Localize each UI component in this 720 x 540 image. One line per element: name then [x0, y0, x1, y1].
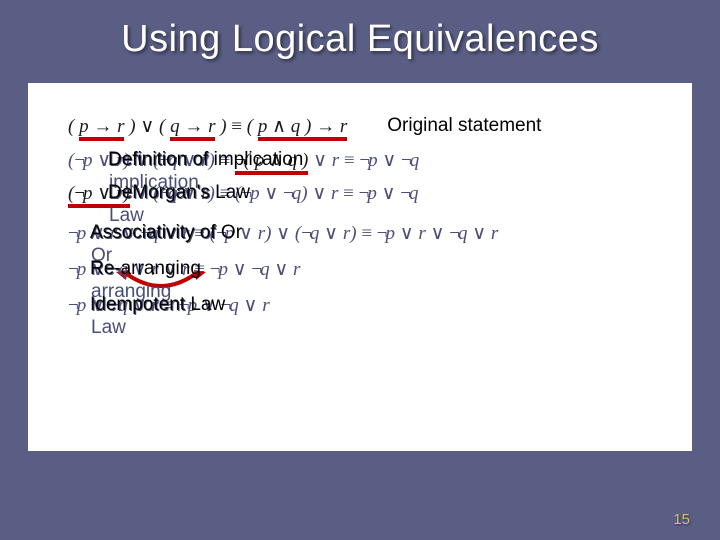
slide-title: Using Logical Equivalences: [0, 0, 720, 83]
proof-line-6: ¬p ∨ ¬q ∨ r ≡ ¬p ∨ ¬q ∨ r Idempotent Law…: [68, 292, 682, 318]
proof-line-1: ( p → r ) ∨ ( q → r ) ≡ ( p ∧ q ) → r Or…: [68, 113, 682, 139]
label-original: Original statement: [387, 115, 541, 137]
proof-line-4: ¬p ∨ r ∨ ¬q ∨ r ≡ (¬p ∨ r) ∨ (¬q ∨ r) ≡ …: [68, 220, 682, 246]
proof-line-2: (¬p ∨ r) ∨ (¬q ∨ r) ≡ ¬( p ∧ q ) ∨ r ≡ ¬…: [68, 147, 682, 173]
proof-line-3: (¬p ∨ r) ∨ (¬q ∨ r) ≡ (¬p ∨ ¬q) ∨ r ≡ ¬p…: [68, 180, 682, 206]
content-panel: ( p → r ) ∨ ( q → r ) ≡ ( p ∧ q ) → r Or…: [28, 83, 692, 451]
proof-line-5: ¬p ∨ ¬q ∨ r ∨ r ≡ ¬p ∨ ¬q ∨ r Re-arrangi…: [68, 256, 682, 282]
slide-number: 15: [673, 511, 690, 528]
